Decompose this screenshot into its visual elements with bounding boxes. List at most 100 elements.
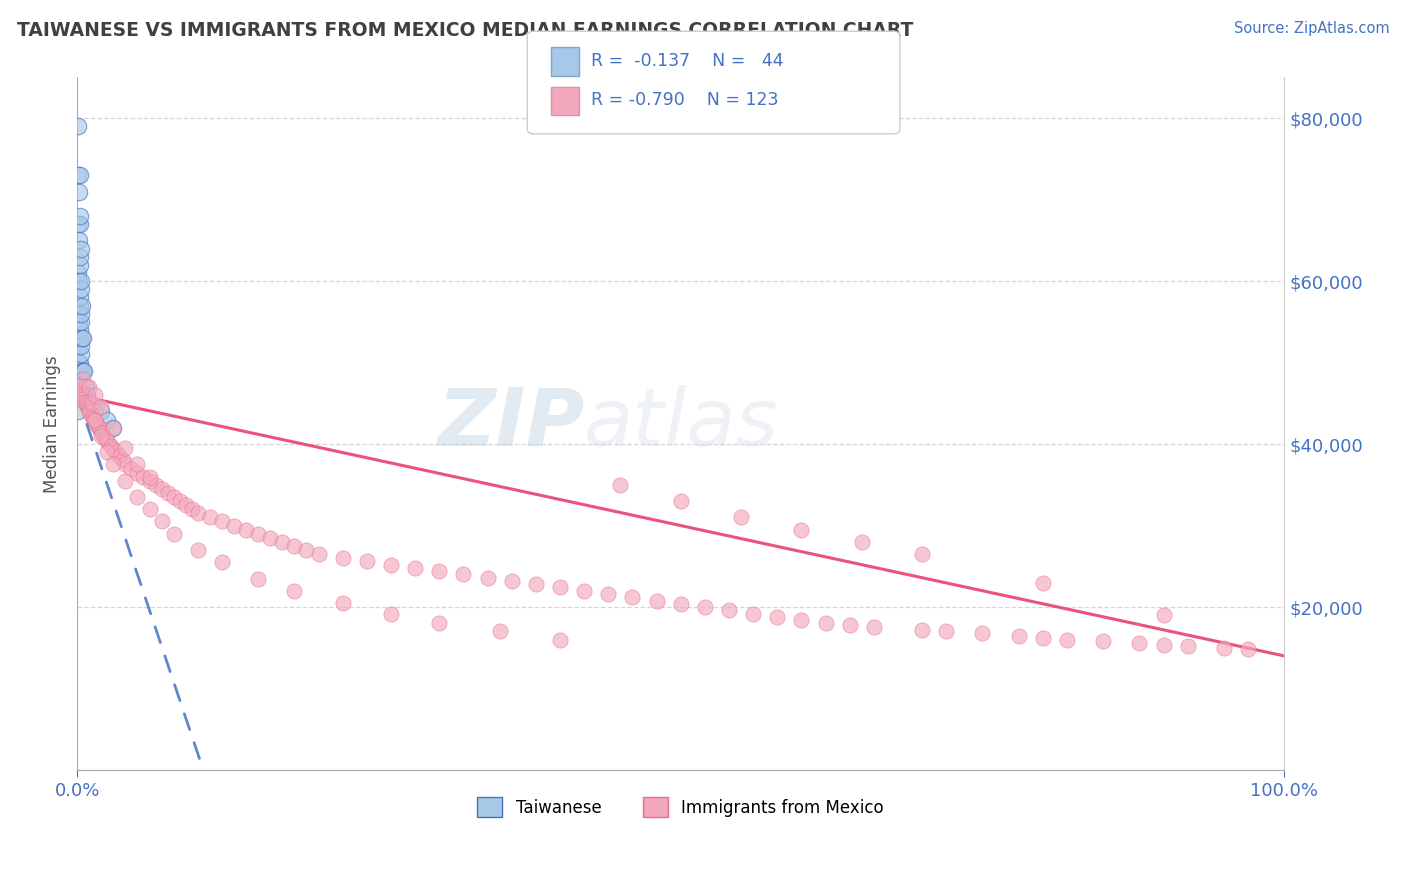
Point xyxy=(67,404,90,418)
Point xyxy=(453,567,475,582)
Point xyxy=(69,217,91,231)
Point xyxy=(67,234,90,248)
Point xyxy=(180,502,202,516)
Point xyxy=(69,282,91,296)
Point xyxy=(69,290,91,304)
Point xyxy=(77,380,100,394)
Point xyxy=(67,315,90,329)
Point xyxy=(247,572,270,586)
Point xyxy=(211,555,233,569)
Point xyxy=(70,307,93,321)
Point xyxy=(427,564,450,578)
Point xyxy=(69,356,91,370)
Point xyxy=(87,421,110,435)
Point xyxy=(572,583,595,598)
Point xyxy=(103,421,125,435)
Point xyxy=(69,299,91,313)
Point xyxy=(67,372,90,386)
Point xyxy=(90,404,112,418)
Point xyxy=(187,506,209,520)
Point xyxy=(80,409,103,423)
Point xyxy=(1008,629,1031,643)
Point xyxy=(103,442,125,456)
Point xyxy=(283,583,305,598)
Point xyxy=(72,390,94,404)
Point xyxy=(380,558,402,572)
Point xyxy=(72,331,94,345)
Point xyxy=(70,331,93,345)
Point xyxy=(1237,642,1260,657)
Point xyxy=(103,421,125,435)
Point xyxy=(308,547,330,561)
Point xyxy=(84,414,107,428)
Point xyxy=(75,380,97,394)
Point xyxy=(169,494,191,508)
Point xyxy=(96,412,118,426)
Point xyxy=(69,242,91,256)
Point xyxy=(717,603,740,617)
Point xyxy=(86,417,108,431)
Point xyxy=(69,250,91,264)
Point xyxy=(82,411,104,425)
Point xyxy=(187,543,209,558)
Point xyxy=(1032,575,1054,590)
Point xyxy=(108,450,131,464)
Point xyxy=(621,591,644,605)
Point xyxy=(742,607,765,621)
Point xyxy=(477,571,499,585)
Point xyxy=(972,626,994,640)
Point xyxy=(69,323,91,337)
Point xyxy=(91,426,114,441)
Point xyxy=(67,120,90,134)
Point xyxy=(67,356,90,370)
Point xyxy=(730,510,752,524)
Point xyxy=(97,435,120,450)
Point xyxy=(76,398,98,412)
Point xyxy=(163,490,186,504)
Point xyxy=(96,434,118,448)
Point xyxy=(70,299,93,313)
Point xyxy=(211,515,233,529)
Point xyxy=(84,404,107,418)
Point xyxy=(120,461,142,475)
Point xyxy=(69,347,91,361)
Point xyxy=(1153,608,1175,623)
Point xyxy=(548,581,571,595)
Point xyxy=(70,339,93,353)
Point xyxy=(96,445,118,459)
Point xyxy=(198,510,221,524)
Point xyxy=(77,404,100,418)
Point xyxy=(127,490,149,504)
Text: ZIP: ZIP xyxy=(437,384,583,463)
Point xyxy=(86,419,108,434)
Point xyxy=(89,422,111,436)
Point xyxy=(127,458,149,472)
Point xyxy=(501,574,523,588)
Point xyxy=(100,439,122,453)
Point xyxy=(72,392,94,407)
Point xyxy=(380,607,402,621)
Point xyxy=(814,616,837,631)
Point xyxy=(80,396,103,410)
Point xyxy=(766,610,789,624)
Point xyxy=(1032,631,1054,645)
Point xyxy=(138,469,160,483)
Point xyxy=(69,168,91,182)
Point xyxy=(69,315,91,329)
Point xyxy=(174,498,197,512)
Point xyxy=(790,523,813,537)
Y-axis label: Median Earnings: Median Earnings xyxy=(44,355,60,492)
Point xyxy=(598,587,620,601)
Point xyxy=(163,526,186,541)
Point xyxy=(67,339,90,353)
Point xyxy=(1153,638,1175,652)
Point xyxy=(70,274,93,288)
Point xyxy=(67,274,90,288)
Text: R = -0.790    N = 123: R = -0.790 N = 123 xyxy=(591,91,778,109)
Point xyxy=(69,380,91,394)
Point xyxy=(94,432,117,446)
Point xyxy=(114,458,136,472)
Point xyxy=(259,531,281,545)
Point xyxy=(104,445,127,459)
Point xyxy=(145,478,167,492)
